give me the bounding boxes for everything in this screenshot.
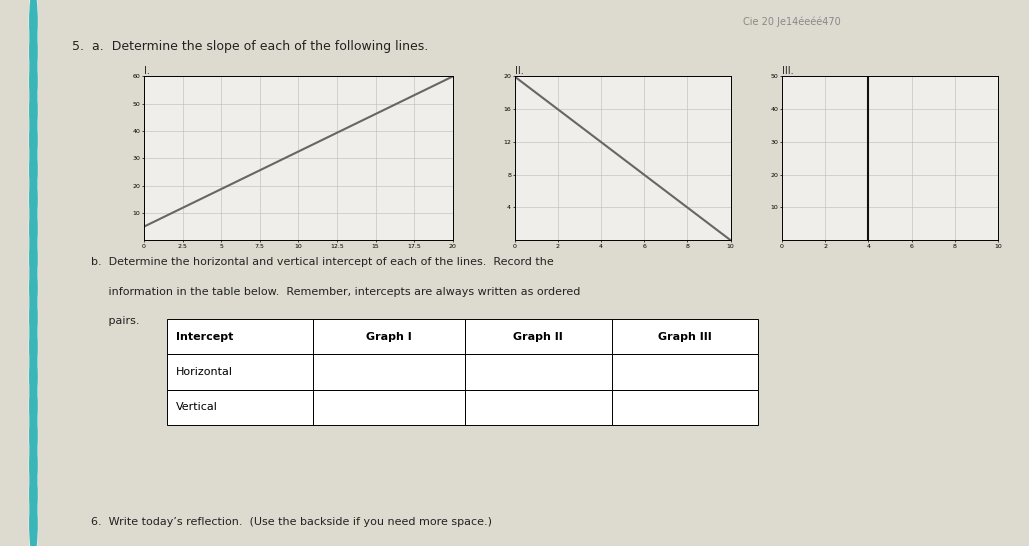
Text: Graph III: Graph III <box>659 331 712 342</box>
Text: III.: III. <box>782 67 793 76</box>
Circle shape <box>30 199 37 259</box>
Circle shape <box>30 80 37 140</box>
Circle shape <box>30 317 37 377</box>
Text: b.  Determine the horizontal and vertical intercept of each of the lines.  Recor: b. Determine the horizontal and vertical… <box>91 257 554 267</box>
Circle shape <box>30 228 37 288</box>
Text: pairs.: pairs. <box>91 316 140 326</box>
Circle shape <box>30 137 37 203</box>
Circle shape <box>30 314 37 379</box>
Text: I.: I. <box>144 67 150 76</box>
Circle shape <box>30 167 37 232</box>
Circle shape <box>30 346 37 406</box>
Circle shape <box>30 494 37 546</box>
Circle shape <box>30 48 37 114</box>
Text: Vertical: Vertical <box>176 402 218 412</box>
Circle shape <box>30 110 37 170</box>
FancyBboxPatch shape <box>465 319 611 354</box>
Circle shape <box>30 0 37 55</box>
FancyBboxPatch shape <box>611 354 758 390</box>
FancyBboxPatch shape <box>314 390 465 425</box>
Text: Intercept: Intercept <box>176 331 234 342</box>
Circle shape <box>30 491 37 546</box>
Circle shape <box>30 432 37 498</box>
Circle shape <box>30 462 37 527</box>
Circle shape <box>30 107 37 173</box>
Text: II.: II. <box>514 67 524 76</box>
Circle shape <box>30 51 37 111</box>
Circle shape <box>30 403 37 468</box>
Circle shape <box>30 21 37 81</box>
Text: information in the table below.  Remember, intercepts are always written as orde: information in the table below. Remember… <box>91 287 580 296</box>
Circle shape <box>30 78 37 143</box>
FancyBboxPatch shape <box>611 319 758 354</box>
Circle shape <box>30 343 37 409</box>
FancyBboxPatch shape <box>611 390 758 425</box>
FancyBboxPatch shape <box>314 319 465 354</box>
Circle shape <box>30 19 37 84</box>
FancyBboxPatch shape <box>314 354 465 390</box>
Circle shape <box>30 258 37 318</box>
Circle shape <box>30 0 37 52</box>
FancyBboxPatch shape <box>465 390 611 425</box>
Circle shape <box>30 406 37 466</box>
Circle shape <box>30 376 37 436</box>
Circle shape <box>30 140 37 200</box>
Text: 5.  a.  Determine the slope of each of the following lines.: 5. a. Determine the slope of each of the… <box>72 40 428 53</box>
Circle shape <box>30 255 37 321</box>
FancyBboxPatch shape <box>167 354 314 390</box>
Text: Horizontal: Horizontal <box>176 367 234 377</box>
Circle shape <box>30 435 37 495</box>
Text: Graph II: Graph II <box>513 331 563 342</box>
Circle shape <box>30 169 37 229</box>
Circle shape <box>30 284 37 350</box>
Text: Cie 20 Je14éeéé470: Cie 20 Je14éeéé470 <box>744 16 841 27</box>
FancyBboxPatch shape <box>167 390 314 425</box>
Circle shape <box>30 373 37 439</box>
Text: Graph I: Graph I <box>366 331 412 342</box>
Circle shape <box>30 287 37 347</box>
Text: 6.  Write today’s reflection.  (Use the backside if you need more space.): 6. Write today’s reflection. (Use the ba… <box>91 517 492 526</box>
Circle shape <box>30 465 37 525</box>
Circle shape <box>30 196 37 262</box>
Circle shape <box>30 225 37 291</box>
FancyBboxPatch shape <box>465 354 611 390</box>
FancyBboxPatch shape <box>167 319 314 354</box>
